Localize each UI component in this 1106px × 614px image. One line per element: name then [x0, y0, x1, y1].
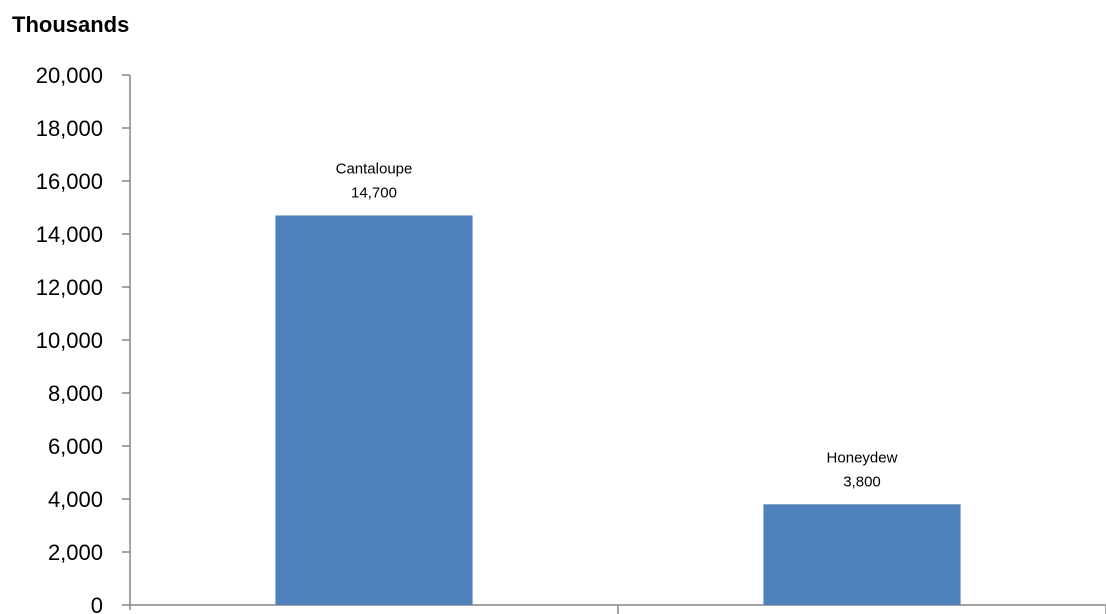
data-label-category: Honeydew [827, 449, 898, 466]
y-tick-label: 16,000 [36, 169, 103, 194]
data-label-value: 3,800 [843, 473, 881, 490]
y-tick-label: 14,000 [36, 222, 103, 247]
bar-cantaloupe [275, 215, 473, 605]
y-tick-label: 4,000 [48, 487, 103, 512]
data-labels: Cantaloupe 14,700 Honeydew 3,800 [336, 160, 898, 490]
data-label-category: Cantaloupe [336, 160, 413, 177]
y-tick-label: 10,000 [36, 328, 103, 353]
bars [275, 215, 961, 605]
y-tick-label: 6,000 [48, 434, 103, 459]
y-unit-label: Thousands [12, 12, 130, 37]
y-tick-label: 8,000 [48, 381, 103, 406]
bar-honeydew [763, 504, 961, 605]
y-ticks: 0 2,000 4,000 6,000 8,000 10,000 12,000 14,000 1… [36, 63, 130, 614]
y-tick-label: 18,000 [36, 116, 103, 141]
y-tick-label: 0 [91, 593, 103, 614]
y-tick-label: 2,000 [48, 540, 103, 565]
y-tick-label: 20,000 [36, 63, 103, 88]
y-tick-label: 12,000 [36, 275, 103, 300]
data-label-value: 14,700 [351, 184, 397, 201]
